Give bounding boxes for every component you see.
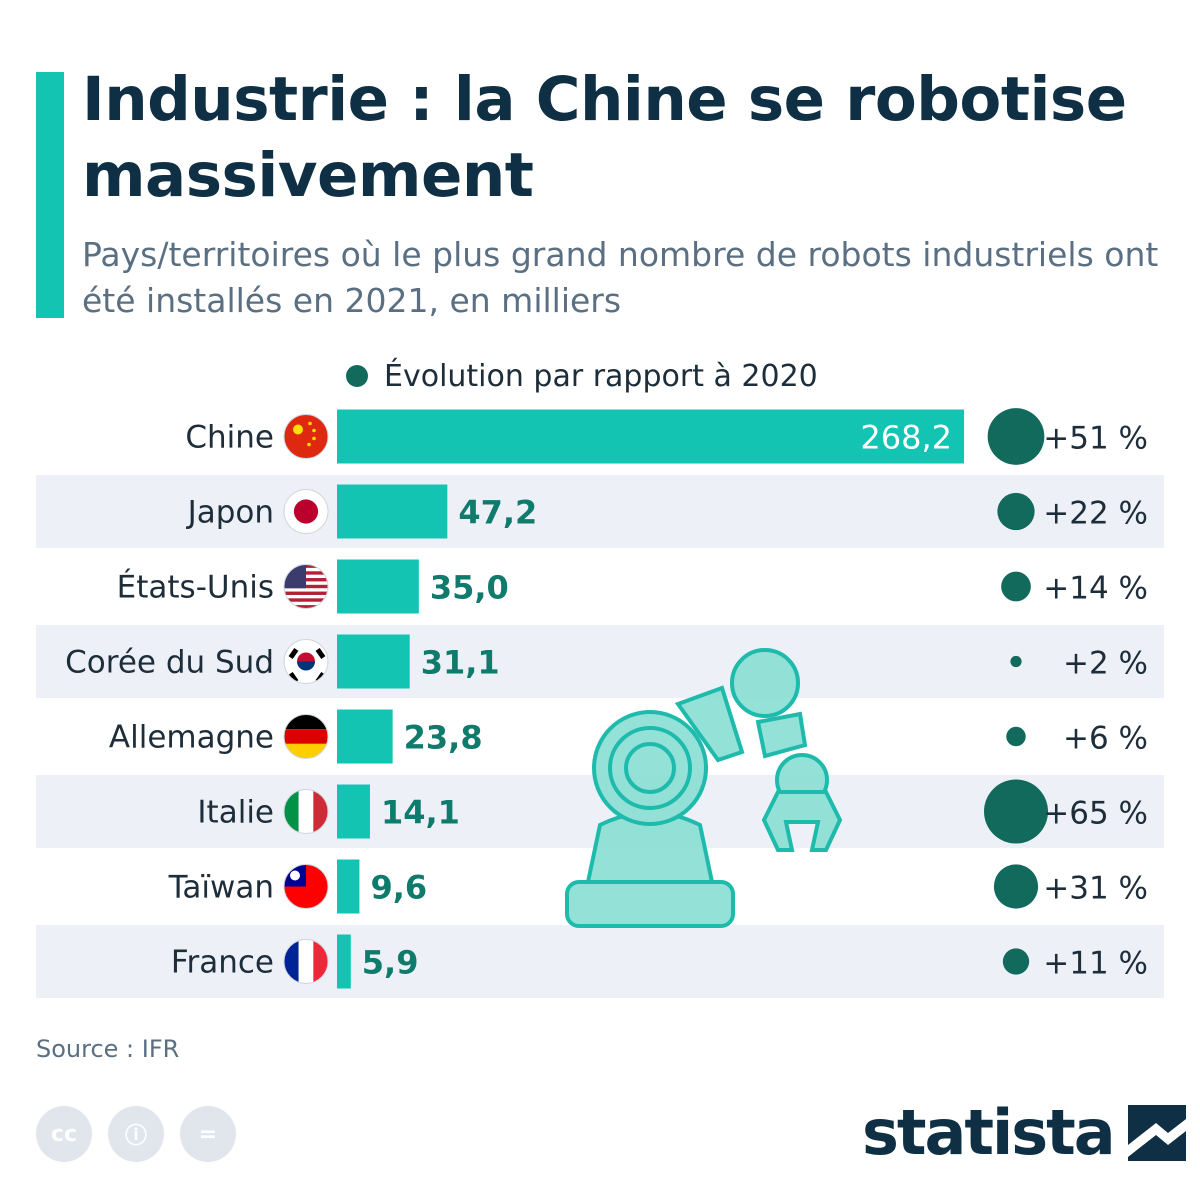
italy-flag-icon	[284, 789, 328, 834]
row-stripe	[36, 625, 1164, 698]
value-label: 31,1	[421, 644, 500, 682]
robot-gripper	[761, 790, 843, 852]
change-label: +51 %	[1043, 421, 1148, 457]
change-label: +65 %	[1043, 796, 1148, 832]
robot-forearm	[755, 711, 808, 759]
robot-shoulder-joint-core	[624, 742, 676, 794]
chart-row: Allemagne 23,8 +6 %	[109, 709, 1148, 764]
page-subtitle: Pays/territoires où le plus grand nombre…	[82, 235, 1159, 320]
bar	[337, 559, 419, 614]
change-bubble	[1002, 948, 1030, 975]
bar	[337, 934, 351, 989]
value-label: 268,2	[860, 419, 952, 457]
change-label: +31 %	[1043, 871, 1148, 907]
chart-row: France 5,9 +11 %	[171, 934, 1148, 989]
robot-upper-arm	[674, 685, 745, 763]
category-label: France	[171, 945, 274, 981]
france-flag-icon	[284, 939, 328, 984]
bar	[337, 784, 370, 839]
statista-logo-icon	[1127, 1104, 1186, 1161]
value-label: 5,9	[362, 944, 419, 982]
change-bubble	[984, 779, 1048, 844]
license-icons: cc ⓘ =	[36, 1106, 236, 1162]
change-bubble	[1001, 571, 1031, 602]
bar	[337, 634, 410, 689]
brand-name: statista	[862, 1096, 1116, 1169]
statista-brand[interactable]: statista	[862, 1096, 1186, 1169]
value-label: 14,1	[381, 794, 460, 832]
category-label: Taïwan	[168, 870, 274, 906]
cc-license-icon[interactable]: cc	[36, 1106, 92, 1162]
chart-row: États-Unis 35,0 +14 %	[117, 559, 1148, 614]
robot-base-plate	[565, 880, 735, 928]
change-bubble	[1010, 655, 1022, 668]
change-label: +14 %	[1043, 571, 1148, 607]
category-label: Chine	[185, 420, 274, 456]
row-stripe	[36, 925, 1164, 998]
attribution-icon[interactable]: ⓘ	[108, 1106, 164, 1162]
change-label: +2 %	[1063, 646, 1148, 682]
row-stripe	[36, 475, 1164, 548]
south-korea-flag-icon	[284, 639, 328, 684]
japan-flag-icon	[284, 489, 328, 534]
chart-row: Italie 14,1 +65 %	[197, 779, 1148, 844]
change-bubble	[997, 492, 1035, 531]
chart-row: Chine 268,2 +51 %	[185, 408, 1148, 465]
change-label: +22 %	[1043, 496, 1148, 532]
change-bubble	[1006, 726, 1026, 747]
bar	[337, 484, 448, 539]
legend: Évolution par rapport à 2020	[346, 356, 818, 396]
chart-row: Corée du Sud 31,1 +2 %	[65, 634, 1148, 689]
change-label: +6 %	[1063, 721, 1148, 757]
category-label: Allemagne	[109, 720, 274, 756]
title-accent-bar	[36, 72, 64, 318]
robot-elbow-joint	[730, 648, 800, 718]
no-derivatives-icon[interactable]: =	[180, 1106, 236, 1162]
chart-row: Japon 47,2 +22 %	[186, 484, 1148, 539]
value-label: 35,0	[430, 569, 509, 607]
change-bubble	[993, 864, 1039, 909]
bar	[337, 859, 360, 914]
page-title: Industrie : la Chine se robotise massive…	[82, 64, 1127, 211]
chart-row: Taïwan 9,6 +31 %	[168, 859, 1148, 914]
value-label: 47,2	[458, 494, 537, 532]
category-label: Corée du Sud	[65, 645, 274, 681]
usa-flag-icon	[284, 564, 328, 609]
value-label: 9,6	[370, 869, 427, 907]
change-bubble	[987, 408, 1045, 465]
legend-label: Évolution par rapport à 2020	[384, 358, 818, 394]
source-note: Source : IFR	[36, 1035, 180, 1063]
category-label: Italie	[197, 795, 274, 831]
category-label: États-Unis	[117, 570, 274, 606]
bar-chart: Chine 268,2 +51 % Japon 47,2 +22 % États-Unis 3…	[36, 408, 1164, 998]
robot-arm-illustration	[565, 648, 843, 928]
value-label: 23,8	[404, 719, 483, 757]
bar	[337, 409, 964, 464]
germany-flag-icon	[284, 714, 328, 759]
bar	[337, 709, 393, 764]
legend-dot-icon	[346, 365, 368, 387]
category-label: Japon	[186, 495, 274, 531]
change-label: +11 %	[1043, 946, 1148, 982]
china-flag-icon	[284, 414, 328, 459]
